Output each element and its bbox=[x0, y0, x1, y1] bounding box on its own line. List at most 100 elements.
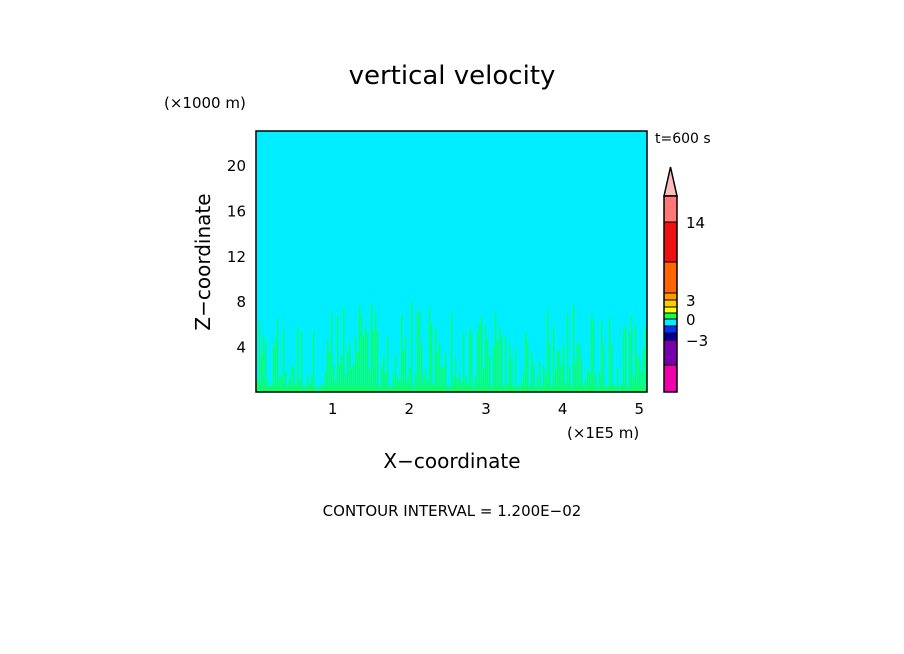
x-axis-label: X−coordinate bbox=[383, 449, 520, 473]
contour-region bbox=[549, 342, 551, 392]
contour-region bbox=[497, 340, 499, 392]
plot-frame bbox=[255, 130, 648, 393]
colorbar-segment bbox=[663, 332, 678, 341]
contour-region bbox=[256, 386, 647, 392]
contour-region bbox=[345, 374, 347, 392]
contour-region bbox=[417, 311, 419, 392]
contour-region bbox=[265, 341, 267, 392]
contour-region bbox=[291, 364, 293, 392]
contour-region bbox=[579, 341, 581, 392]
contour-region bbox=[279, 377, 281, 392]
contour-region bbox=[479, 323, 481, 392]
contour-region bbox=[545, 374, 547, 392]
contour-region bbox=[561, 365, 563, 392]
contour-region bbox=[351, 369, 353, 392]
chart-title: vertical velocity bbox=[349, 61, 556, 91]
contour-region bbox=[495, 312, 497, 392]
contour-region bbox=[493, 345, 495, 392]
contour-region bbox=[451, 312, 453, 392]
contour-region bbox=[523, 372, 525, 392]
contour-region bbox=[281, 376, 283, 392]
contour-region bbox=[557, 351, 559, 392]
x-tick-label: 1 bbox=[328, 400, 338, 418]
contour-region bbox=[625, 325, 627, 392]
contour-region bbox=[419, 310, 421, 392]
contour-region bbox=[387, 336, 389, 392]
y-tick-label: 20 bbox=[227, 157, 246, 175]
contour-region bbox=[401, 314, 403, 392]
contour-region bbox=[525, 331, 527, 392]
contour-region bbox=[273, 346, 275, 392]
contour-region bbox=[313, 329, 315, 392]
contour-region bbox=[435, 327, 437, 392]
contour-region bbox=[485, 325, 487, 392]
contour-region bbox=[375, 311, 377, 392]
contour-region bbox=[383, 354, 385, 392]
contour-region bbox=[609, 318, 611, 392]
contour-region bbox=[439, 342, 441, 392]
contour-region bbox=[331, 312, 333, 392]
contour-region bbox=[567, 313, 569, 392]
contour-region bbox=[299, 379, 301, 392]
contour-region bbox=[405, 336, 407, 392]
contour-region bbox=[577, 343, 579, 392]
contour-region bbox=[327, 339, 329, 392]
contour-region bbox=[307, 374, 309, 392]
contour-region bbox=[455, 357, 457, 392]
contour-region bbox=[333, 365, 335, 392]
contour-region bbox=[483, 368, 485, 392]
y-ticks: 4 8 12 16 20 bbox=[227, 157, 246, 357]
contour-region bbox=[465, 377, 467, 392]
contour-region bbox=[639, 358, 641, 392]
contour-region bbox=[457, 379, 459, 392]
contour-region bbox=[367, 332, 369, 392]
colorbar-label: −3 bbox=[686, 332, 708, 350]
contour-region bbox=[343, 307, 345, 392]
contour-region bbox=[633, 375, 635, 392]
contour-region bbox=[261, 354, 263, 392]
x-tick-label: 2 bbox=[405, 400, 415, 418]
contour-region bbox=[341, 355, 343, 392]
contour-region bbox=[527, 341, 529, 392]
y-tick-label: 8 bbox=[236, 293, 246, 311]
colorbar-frame bbox=[663, 195, 678, 393]
contour-region bbox=[463, 333, 465, 392]
colorbar-segment bbox=[663, 339, 678, 366]
contour-region bbox=[643, 348, 645, 392]
contour-region bbox=[599, 371, 601, 392]
contour-region bbox=[559, 349, 561, 392]
contour-region bbox=[431, 322, 433, 392]
contour-region bbox=[533, 362, 535, 392]
contour-region bbox=[601, 321, 603, 392]
contour-region bbox=[547, 309, 549, 392]
x-tick-label: 4 bbox=[558, 400, 568, 418]
contour-region bbox=[611, 342, 613, 392]
contour-region bbox=[349, 342, 351, 392]
contour-region bbox=[469, 326, 471, 392]
contour-region bbox=[415, 373, 417, 392]
colorbar-segment bbox=[663, 292, 678, 301]
contour-region bbox=[441, 367, 443, 392]
contour-region bbox=[531, 351, 533, 392]
contour-region bbox=[275, 339, 277, 392]
contour-region bbox=[445, 352, 447, 392]
contour-region bbox=[587, 369, 589, 392]
contour-region bbox=[347, 351, 349, 392]
contour-region bbox=[499, 327, 501, 392]
contour-region bbox=[635, 325, 637, 392]
contour-region bbox=[285, 371, 287, 392]
contour-region bbox=[423, 376, 425, 392]
contour-region bbox=[553, 326, 555, 392]
colorbar-arrow bbox=[663, 166, 678, 197]
contour-region bbox=[385, 371, 387, 392]
contour-region bbox=[289, 378, 291, 392]
colorbar-segment bbox=[663, 221, 678, 263]
contour-region bbox=[631, 315, 633, 392]
contour-region bbox=[585, 379, 587, 392]
contour-region bbox=[511, 357, 513, 392]
contour-region bbox=[339, 363, 341, 392]
colorbar-label: 0 bbox=[686, 311, 696, 329]
contour-region bbox=[361, 315, 363, 392]
colorbar-segment bbox=[663, 195, 678, 223]
